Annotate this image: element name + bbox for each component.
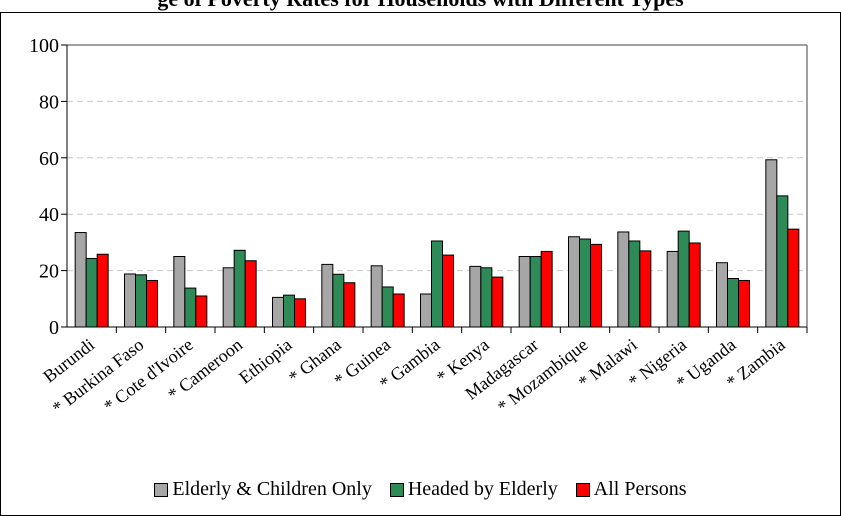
- legend: Elderly & Children Only Headed by Elderly…: [0, 478, 841, 501]
- bar: [173, 256, 186, 328]
- bar: [469, 265, 482, 328]
- bar: [370, 265, 383, 328]
- bar: [184, 287, 197, 328]
- bar: [716, 262, 728, 328]
- bar: [688, 242, 701, 328]
- bar: [628, 240, 641, 328]
- bar: [431, 240, 443, 328]
- bar: [727, 277, 739, 328]
- bar: [283, 294, 295, 328]
- bar: [343, 282, 356, 328]
- bar: [381, 286, 394, 328]
- bar: [590, 243, 602, 328]
- bar: [96, 253, 109, 328]
- bar: [135, 274, 147, 328]
- legend-label: Headed by Elderly: [407, 478, 558, 500]
- legend-item: Elderly & Children Only: [154, 478, 372, 501]
- bar: [74, 232, 87, 328]
- y-tick-label: 80: [39, 91, 59, 113]
- y-tick-label: 20: [39, 261, 59, 283]
- legend-item: Headed by Elderly: [389, 478, 558, 501]
- bar: [321, 263, 334, 328]
- legend-swatch: [154, 482, 169, 497]
- bar: [540, 250, 553, 328]
- bar: [765, 159, 778, 328]
- legend-swatch: [389, 482, 404, 497]
- bar: [776, 195, 789, 328]
- legend-label: All Persons: [593, 478, 687, 500]
- bar: [442, 254, 454, 328]
- bar: [233, 249, 246, 328]
- bar: [738, 279, 750, 328]
- bar: [392, 293, 405, 328]
- bar: [529, 256, 542, 328]
- bar: [85, 257, 98, 328]
- bar: [222, 267, 235, 328]
- y-tick-label: 40: [39, 204, 59, 226]
- bar: [677, 230, 690, 328]
- bar: [244, 260, 257, 328]
- bar: [124, 273, 136, 328]
- y-tick-label: 0: [49, 317, 59, 339]
- legend-label: Elderly & Children Only: [172, 478, 372, 500]
- bar: [518, 256, 531, 328]
- bar: [666, 250, 679, 328]
- bar: [146, 279, 158, 328]
- bar: [579, 238, 591, 328]
- legend-swatch: [575, 482, 590, 497]
- bar: [420, 293, 432, 328]
- bar: [332, 273, 345, 328]
- bar: [491, 276, 504, 328]
- chart-title: ge of Poverty Rates for Households with …: [0, 0, 841, 12]
- legend-item: All Persons: [575, 478, 687, 501]
- bar: [639, 250, 652, 328]
- bar: [294, 298, 306, 328]
- category-label: Ethiopia: [235, 334, 295, 387]
- bar: [617, 231, 630, 328]
- bar: [272, 296, 284, 328]
- y-tick-label: 60: [39, 148, 59, 170]
- bar: [787, 228, 800, 328]
- bar: [195, 295, 208, 328]
- bar: [568, 236, 580, 328]
- y-tick-label: 100: [29, 35, 59, 57]
- bar: [480, 267, 493, 328]
